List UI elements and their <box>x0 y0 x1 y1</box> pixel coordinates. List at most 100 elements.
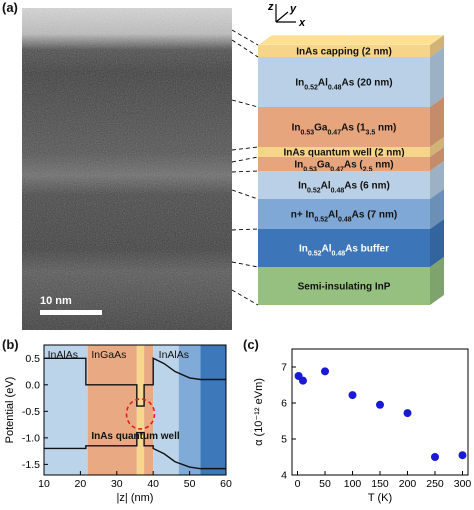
layer-side-2 <box>430 97 444 147</box>
layer-front-3 <box>258 147 430 157</box>
connector-line-4 <box>231 156 259 163</box>
alpha-x-tick-label-1: 50 <box>319 478 331 490</box>
x-tick-label-3: 40 <box>147 478 159 490</box>
panel-c-label: (c) <box>243 337 259 352</box>
alpha-x-tick-label-6: 300 <box>454 478 472 490</box>
alpha-x-tick-label-5: 250 <box>426 478 444 490</box>
alpha-x-tick-label-2: 100 <box>344 478 362 490</box>
x-tick-label-5: 60 <box>220 478 232 490</box>
x-tick-label-4: 50 <box>184 478 196 490</box>
band-region-1 <box>87 345 137 475</box>
alpha-data-point-6 <box>431 453 439 461</box>
layer-label-6: n+ In0.52Al0.48As (7 nm) <box>291 210 397 224</box>
x-tick-label-1: 20 <box>75 478 87 490</box>
band-region-4 <box>153 345 179 475</box>
connector-line-9 <box>231 289 259 306</box>
y-tick-label-1: 0.0 <box>25 379 40 391</box>
layer-label-2: In0.53Ga0.47As (13.5 nm) <box>292 123 397 137</box>
layer-front-5 <box>258 171 430 199</box>
connector-line-0 <box>231 29 259 46</box>
layer-side-5 <box>430 161 444 199</box>
conduction-band-line <box>44 357 226 407</box>
layer-side-4 <box>430 147 444 171</box>
connector-line-7 <box>231 228 259 231</box>
connector-line-6 <box>231 189 259 200</box>
connector-line-5 <box>231 170 259 173</box>
layer-front-0 <box>258 45 430 57</box>
y-axis-line <box>275 11 289 23</box>
layer-side-6 <box>430 189 444 229</box>
alpha-x-axis-label: T (K) <box>368 492 392 504</box>
axes-triad: z yx <box>267 1 306 29</box>
alpha-y-tick-label-3: 7 <box>281 362 287 374</box>
layer-label-0: InAs capping (2 nm) <box>296 47 392 58</box>
tem-image: 10 nm <box>22 8 232 330</box>
band-region-5 <box>178 345 201 475</box>
connector-line-1 <box>231 39 259 58</box>
alpha-data-point-3 <box>348 391 357 400</box>
connector-line-8 <box>231 261 259 268</box>
band-y-axis-label: Potential (eV) <box>4 377 16 444</box>
alpha-y-axis-label: α (10⁻¹² eVm) <box>253 378 265 446</box>
y-tick-label-4: -1.5 <box>22 459 40 471</box>
stack-top-face <box>257 34 445 46</box>
layer-front-4 <box>258 157 430 171</box>
layer-label-3: InAs quantum well (2 nm) <box>283 148 404 159</box>
layer-side-0 <box>430 35 444 57</box>
panel-a-label: (a) <box>2 0 18 15</box>
alpha-y-tick-label-0: 4 <box>281 470 287 482</box>
layer-label-4: In0.53Ga0.47As (2.5 nm) <box>294 160 393 174</box>
layer-label-5: In0.52Al0.48As (6 nm) <box>298 181 390 195</box>
panel-b-label: (b) <box>2 337 19 352</box>
alpha-y-tick-label-2: 6 <box>281 398 287 410</box>
alpha-data-point-7 <box>458 451 467 460</box>
layer-side-1 <box>430 47 444 107</box>
alpha-x-tick-label-3: 150 <box>371 478 389 490</box>
quantum-well-annotation: InAs quantum well <box>91 431 180 442</box>
y-tick-label-3: -1.0 <box>22 432 40 444</box>
layer-side-3 <box>430 137 444 157</box>
alpha-x-tick-label-4: 200 <box>399 478 417 490</box>
alpha-plot-frame <box>291 348 469 476</box>
band-region-3 <box>144 345 154 475</box>
alpha-x-tick-label-0: 0 <box>295 478 301 490</box>
alpha-y-tick-label-1: 5 <box>281 434 287 446</box>
layer-front-6 <box>258 199 430 229</box>
band-region-0 <box>44 345 88 475</box>
x-axis-label: x <box>298 17 306 29</box>
layer-label-1: In0.52Al0.48As (20 nm) <box>295 78 392 92</box>
y-axis-label: y <box>289 3 297 15</box>
alpha-data-point-4 <box>376 400 384 409</box>
layer-front-7 <box>258 229 430 267</box>
y-tick-label-2: -0.5 <box>22 406 40 418</box>
layer-front-1 <box>258 57 430 107</box>
band-plot-frame <box>43 344 227 476</box>
x-tick-label-0: 10 <box>38 478 50 490</box>
connector-line-3 <box>231 146 259 151</box>
y-tick-label-0: 0.5 <box>25 353 40 365</box>
scale-bar <box>40 310 102 315</box>
alpha-data-point-5 <box>403 409 412 418</box>
region-label-2: InAlAs <box>159 349 189 361</box>
x-tick-label-2: 30 <box>111 478 123 490</box>
band-region-2 <box>136 345 145 475</box>
scale-bar-label: 10 nm <box>40 295 72 307</box>
connector-line-2 <box>231 99 259 108</box>
alpha-vs-temperature-chart: 0 50 100 150 200 250 300 4 5 6 7 T (K) α (10⁻¹² eVm) <box>240 335 474 505</box>
valence-band-line <box>44 431 226 470</box>
region-label-0: InAlAs <box>48 349 78 361</box>
alpha-data-point-1 <box>299 376 307 385</box>
layer-stack-diagram: InAs capping (2 nm) In0.52Al0.48As (20 nm… <box>228 0 474 335</box>
alpha-data-point-2 <box>321 367 329 376</box>
layer-side-7 <box>430 219 444 267</box>
band-region-6 <box>200 345 226 475</box>
band-diagram-chart: InAlAs InGaAs InAlAs InAs quantum well 10 20 3… <box>0 335 240 505</box>
layer-side-8 <box>430 257 444 305</box>
layer-label-7: In0.52Al0.48As buffer <box>299 244 389 258</box>
band-x-axis-label: |z| (nm) <box>117 492 154 504</box>
region-label-1: InGaAs <box>91 349 126 361</box>
tem-micrograph: 10 nm <box>22 8 232 330</box>
z-axis-label: z <box>267 1 274 13</box>
layer-front-2 <box>258 107 430 147</box>
layer-front-8 <box>258 267 430 305</box>
